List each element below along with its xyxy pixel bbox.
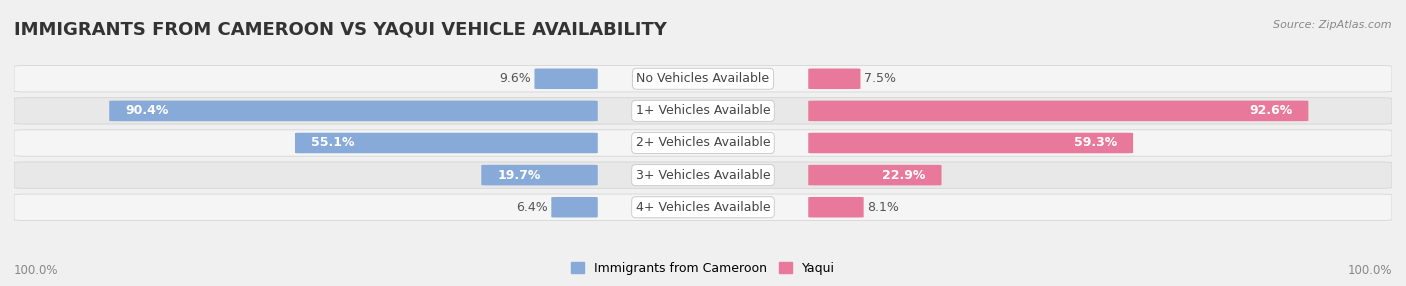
- FancyBboxPatch shape: [110, 101, 598, 121]
- Text: 7.5%: 7.5%: [863, 72, 896, 85]
- Text: 92.6%: 92.6%: [1249, 104, 1292, 117]
- Text: 100.0%: 100.0%: [1347, 265, 1392, 277]
- FancyBboxPatch shape: [14, 98, 1392, 124]
- Text: 100.0%: 100.0%: [14, 265, 59, 277]
- Text: Source: ZipAtlas.com: Source: ZipAtlas.com: [1274, 20, 1392, 30]
- Text: 6.4%: 6.4%: [516, 201, 548, 214]
- Text: 9.6%: 9.6%: [499, 72, 531, 85]
- Text: 55.1%: 55.1%: [311, 136, 354, 150]
- FancyBboxPatch shape: [534, 69, 598, 89]
- Text: IMMIGRANTS FROM CAMEROON VS YAQUI VEHICLE AVAILABILITY: IMMIGRANTS FROM CAMEROON VS YAQUI VEHICL…: [14, 20, 666, 38]
- FancyBboxPatch shape: [14, 194, 1392, 221]
- Text: 3+ Vehicles Available: 3+ Vehicles Available: [636, 169, 770, 182]
- FancyBboxPatch shape: [14, 130, 1392, 156]
- Text: 8.1%: 8.1%: [868, 201, 898, 214]
- Legend: Immigrants from Cameroon, Yaqui: Immigrants from Cameroon, Yaqui: [567, 257, 839, 280]
- Text: 1+ Vehicles Available: 1+ Vehicles Available: [636, 104, 770, 117]
- FancyBboxPatch shape: [808, 133, 1133, 153]
- FancyBboxPatch shape: [808, 165, 942, 185]
- Text: 90.4%: 90.4%: [125, 104, 169, 117]
- Text: 2+ Vehicles Available: 2+ Vehicles Available: [636, 136, 770, 150]
- Text: No Vehicles Available: No Vehicles Available: [637, 72, 769, 85]
- FancyBboxPatch shape: [808, 69, 860, 89]
- FancyBboxPatch shape: [551, 197, 598, 217]
- Text: 59.3%: 59.3%: [1074, 136, 1118, 150]
- FancyBboxPatch shape: [808, 101, 1309, 121]
- FancyBboxPatch shape: [808, 197, 863, 217]
- FancyBboxPatch shape: [481, 165, 598, 185]
- FancyBboxPatch shape: [295, 133, 598, 153]
- Text: 4+ Vehicles Available: 4+ Vehicles Available: [636, 201, 770, 214]
- Text: 22.9%: 22.9%: [882, 169, 925, 182]
- Text: 19.7%: 19.7%: [498, 169, 541, 182]
- FancyBboxPatch shape: [14, 162, 1392, 188]
- FancyBboxPatch shape: [14, 65, 1392, 92]
